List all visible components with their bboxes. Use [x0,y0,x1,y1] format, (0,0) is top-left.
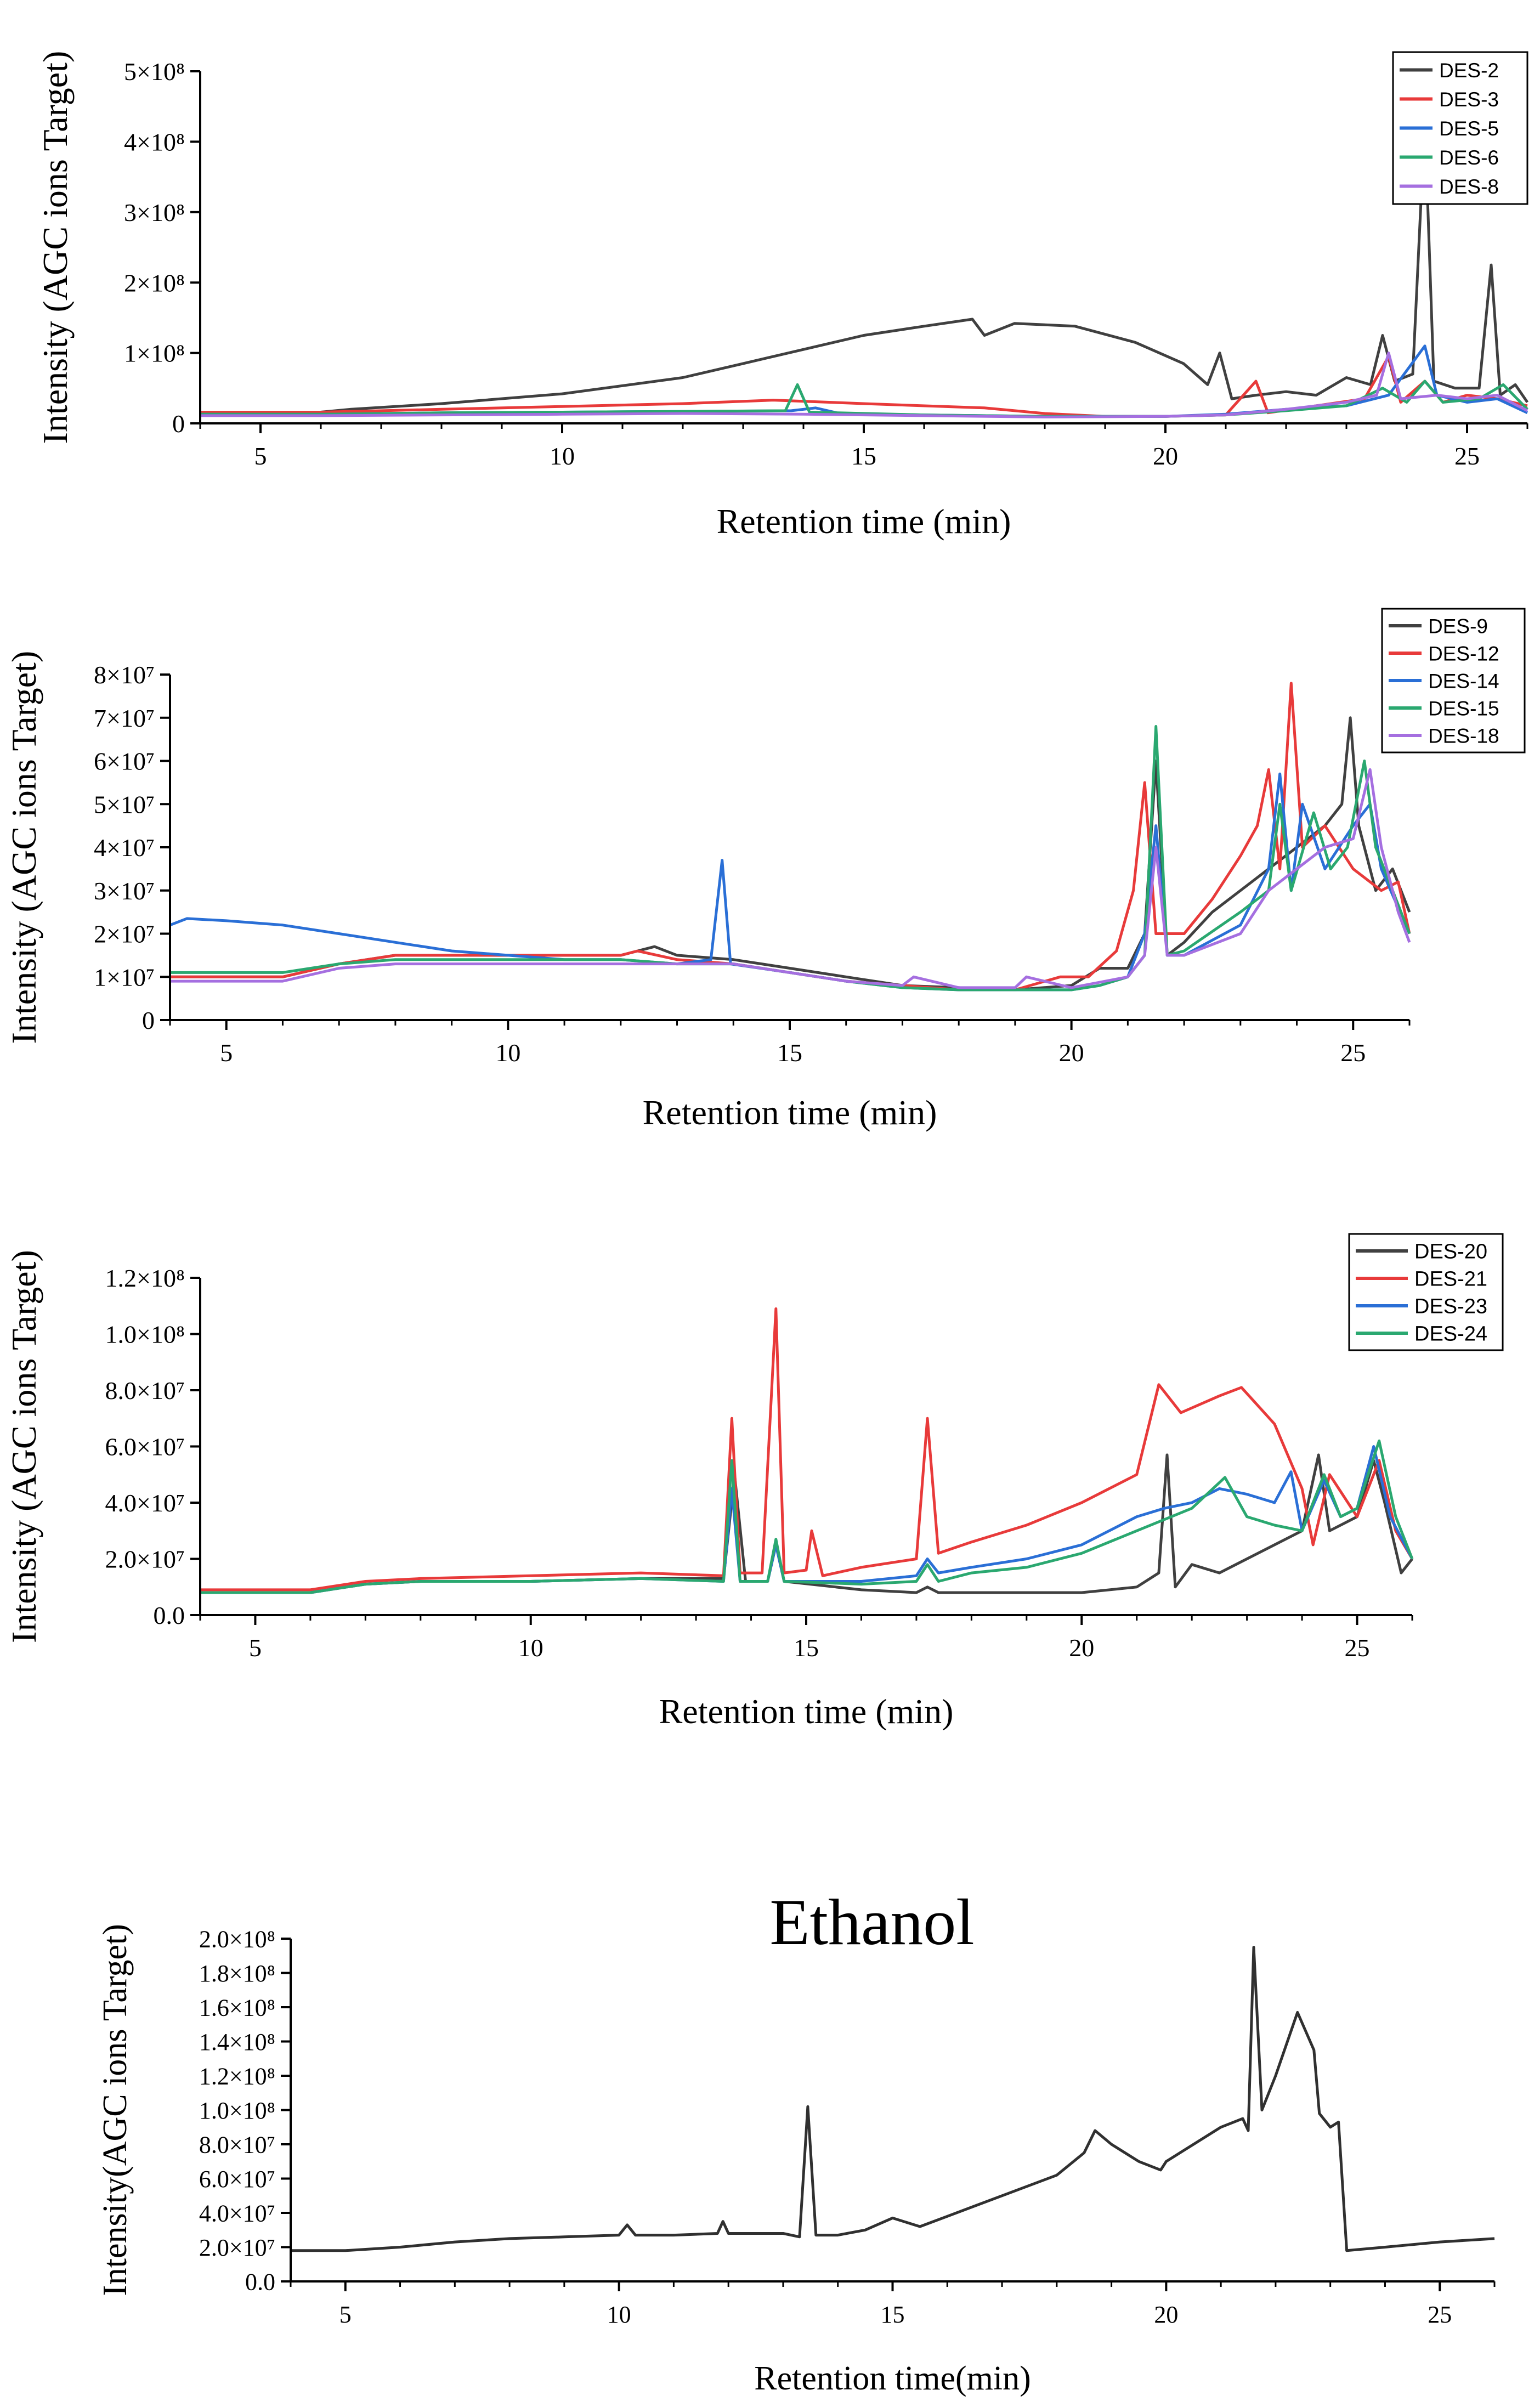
x-tick-label: 5 [249,1634,262,1662]
y-tick-label: 1×10⁷ [94,963,155,991]
x-tick-label: 10 [550,442,575,470]
x-tick-label: 25 [1340,1039,1366,1067]
legend: DES-20 DES-21 DES-23 DES-24 [1348,1233,1504,1351]
legend: DES-2 DES-3 DES-5 DES-6 DES-8 [1392,51,1528,205]
y-tick-label: 2.0×10⁸ [199,1925,275,1952]
series-line-des-12 [170,682,1411,992]
y-tick-label: 4×10⁷ [94,834,155,862]
y-tick-label: 4.0×10⁷ [199,2200,275,2227]
legend-box [1348,1233,1504,1351]
legend-label: DES-6 [1439,146,1499,169]
y-tick-label: 5×10⁸ [124,58,185,86]
x-tick-label: 15 [794,1634,819,1662]
y-tick-label: 2×10⁸ [124,269,185,297]
y-tick-label: 2.0×10⁷ [199,2234,275,2261]
legend-label: DES-12 [1428,642,1499,665]
chart-panel-1: 5 10 15 20 25 0 1×10⁸ 2×10⁸ 3×10⁸ 4×10⁸ 5×10⁸ Reten… [36,51,1529,541]
y-axis-label: Intensity (AGC ions Target) [4,1250,43,1643]
y-tick-label: 1.4×10⁸ [199,2029,275,2055]
y-tick-label: 1.2×10⁸ [199,2063,275,2089]
y-tick-label: 2×10⁷ [94,920,155,948]
legend-label: DES-21 [1414,1268,1487,1291]
x-tick-label: 20 [1059,1039,1084,1067]
y-axis-label: Intensity(AGC ions Target) [97,1924,134,2296]
x-axis-label: Retention time (min) [643,1093,937,1132]
x-axis-label: Retention time (min) [659,1692,954,1731]
y-tick-label: 7×10⁷ [94,704,155,732]
y-tick-label: 1.0×10⁸ [105,1321,185,1349]
y-tick-label: 0.0 [154,1601,185,1629]
x-tick-label: 20 [1154,2301,1178,2328]
y-tick-label: 1×10⁸ [124,339,185,367]
x-tick-label: 20 [1153,442,1178,470]
y-tick-label: 8.0×10⁷ [199,2131,275,2158]
series-line-des-2 [200,119,1529,417]
y-tick-label: 0.0 [245,2268,275,2295]
y-tick-label: 6.0×10⁷ [105,1433,185,1461]
y-tick-label: 1.8×10⁸ [199,1960,275,1987]
legend-label: DES-2 [1439,59,1499,82]
y-tick-label: 8.0×10⁷ [105,1377,185,1404]
legend-label: DES-9 [1428,615,1488,637]
legend-label: DES-3 [1439,88,1499,111]
y-tick-label: 3×10⁸ [124,199,185,226]
x-tick-label: 15 [851,442,876,470]
x-tick-label: 20 [1069,1634,1094,1662]
y-tick-label: 4.0×10⁷ [105,1489,185,1517]
x-tick-label: 5 [339,2301,352,2328]
legend-label: DES-18 [1428,724,1499,747]
series-line-des-24 [200,1439,1414,1594]
y-tick-label: 0 [142,1006,155,1034]
legend-label: DES-8 [1439,175,1499,198]
y-tick-label: 6×10⁷ [94,747,155,775]
legend-label: DES-14 [1428,670,1499,692]
series-line-des-8 [200,352,1528,418]
x-tick-label: 5 [254,442,267,470]
series-line-des-9 [170,716,1411,992]
y-tick-label: 6.0×10⁷ [199,2166,275,2193]
legend-label: DES-24 [1414,1323,1487,1346]
legend-label: DES-20 [1414,1241,1487,1264]
x-tick-label: 15 [777,1039,802,1067]
series-line-des-15 [170,725,1411,992]
legend-label: DES-15 [1428,697,1499,720]
y-axis-label: Intensity (AGC ions Target) [4,651,43,1044]
legend: DES-9 DES-12 DES-14 DES-15 DES-18 [1381,608,1526,754]
x-tick-label: 5 [220,1039,233,1067]
series-line-des-18 [170,768,1411,989]
series-line-des-20 [200,1453,1413,1594]
x-tick-label: 25 [1345,1634,1370,1662]
y-tick-label: 1.2×10⁸ [105,1264,185,1292]
y-tick-label: 5×10⁷ [94,790,155,818]
y-tick-label: 1.6×10⁸ [199,1994,275,2021]
x-axis-label: Retention time (min) [717,502,1011,541]
y-tick-label: 2.0×10⁷ [105,1545,185,1573]
chart-panel-2: 5 10 15 20 25 0 1×10⁷ 2×10⁷ 3×10⁷ 4×10⁷ 5×10⁷ 6×10⁷… [4,608,1526,1132]
series-line-des-21 [200,1307,1414,1592]
x-tick-label: 10 [518,1634,543,1662]
chart-title: Ethanol [769,1885,974,1958]
chart-panel-4: 5 10 15 20 25 0.0 2.0×10⁷ 4.0×10⁷ 6.0×10⁷ 8.0×10⁷… [97,1885,1496,2397]
y-tick-label: 4×10⁸ [124,128,185,156]
y-tick-label: 0 [172,410,185,438]
legend-label: DES-23 [1414,1295,1487,1318]
y-axis-label: Intensity (AGC ions Target) [36,51,75,444]
y-tick-label: 8×10⁷ [94,661,155,689]
x-tick-label: 10 [495,1039,520,1067]
legend-label: DES-5 [1439,117,1499,140]
x-tick-label: 25 [1428,2301,1452,2328]
x-tick-label: 10 [607,2301,631,2328]
x-axis-label: Retention time(min) [754,2360,1031,2397]
y-tick-label: 1.0×10⁸ [199,2097,275,2124]
y-tick-label: 3×10⁷ [94,877,155,905]
x-tick-label: 25 [1454,442,1480,470]
x-tick-label: 15 [881,2301,905,2328]
series-line-ethanol [291,1946,1495,2252]
chart-panel-3: 5 10 15 20 25 0.0 2.0×10⁷ 4.0×10⁷ 6.0×10⁷ 8.0×10⁷… [4,1233,1504,1731]
